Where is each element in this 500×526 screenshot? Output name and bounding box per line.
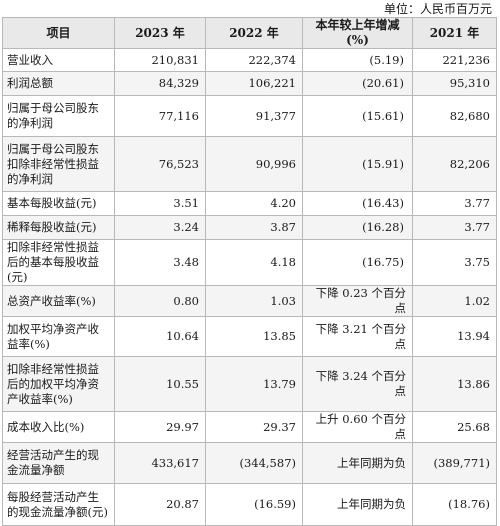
cell-2023: 76,523 <box>114 136 206 192</box>
cell-2023: 3.51 <box>114 191 206 216</box>
header-2021: 2021 年 <box>412 17 497 49</box>
cell-2022: 90,996 <box>205 136 303 192</box>
table-row: 营业收入 210,831 222,374 (5.19) 221,236 <box>2 48 497 72</box>
cell-2021: 221,236 <box>412 48 497 72</box>
cell-2022: 1.03 <box>205 285 303 317</box>
cell-2021: 25.68 <box>412 411 497 443</box>
table-row: 加权平均净资产收益率(%) 10.64 13.85 下降 3.21 个百分点 1… <box>2 316 497 357</box>
row-label: 基本每股收益(元) <box>2 191 115 216</box>
cell-2022: (344,587) <box>205 442 303 484</box>
cell-2021: (18.76) <box>412 483 497 526</box>
cell-2022: (16.59) <box>205 483 303 526</box>
table-row: 归属于母公司股东的净利润 77,116 91,377 (15.61) 82,68… <box>2 95 497 137</box>
cell-2023: 77,116 <box>114 95 206 137</box>
cell-2021: 82,680 <box>412 95 497 137</box>
cell-2021: 13.86 <box>412 356 497 412</box>
row-label: 扣除非经常性损益后的加权平均净资产收益率(%) <box>2 356 115 412</box>
cell-2021: 1.02 <box>412 285 497 317</box>
cell-2022: 3.87 <box>205 215 303 240</box>
cell-2023: 3.24 <box>114 215 206 240</box>
cell-2022: 13.85 <box>205 316 303 357</box>
cell-2023: 0.80 <box>114 285 206 317</box>
cell-change: 上年同期为负 <box>302 442 413 484</box>
cell-change: 下降 3.21 个百分点 <box>302 316 413 357</box>
header-row: 项目 2023 年 2022 年 本年较上年增减(%) 2021 年 <box>2 17 497 49</box>
row-label: 稀释每股收益(元) <box>2 215 115 240</box>
cell-2021: (389,771) <box>412 442 497 484</box>
cell-2021: 3.77 <box>412 191 497 216</box>
unit-label: 单位：人民币百万元 <box>383 2 492 16</box>
table-row: 成本收入比(%) 29.97 29.37 上升 0.60 个百分点 25.68 <box>2 411 497 443</box>
row-label: 总资产收益率(%) <box>2 285 115 317</box>
row-label: 经营活动产生的现金流量净额 <box>2 442 115 484</box>
row-label: 成本收入比(%) <box>2 411 115 443</box>
row-label: 每股经营活动产生的现金流量净额(元) <box>2 483 115 526</box>
row-label: 归属于母公司股东扣除非经常性损益的净利润 <box>2 136 115 192</box>
cell-change: 上年同期为负 <box>302 483 413 526</box>
header-change: 本年较上年增减(%) <box>302 17 413 49</box>
cell-2022: 106,221 <box>205 71 303 96</box>
header-2022: 2022 年 <box>205 17 303 49</box>
cell-2021: 95,310 <box>412 71 497 96</box>
cell-2023: 10.64 <box>114 316 206 357</box>
cell-2022: 91,377 <box>205 95 303 137</box>
cell-2023: 433,617 <box>114 442 206 484</box>
table-row: 每股经营活动产生的现金流量净额(元) 20.87 (16.59) 上年同期为负 … <box>2 483 497 526</box>
cell-2023: 84,329 <box>114 71 206 96</box>
row-label: 扣除非经常性损益后的基本每股收益(元) <box>2 239 115 286</box>
cell-2021: 3.75 <box>412 239 497 286</box>
cell-change: (5.19) <box>302 48 413 72</box>
row-label: 加权平均净资产收益率(%) <box>2 316 115 357</box>
cell-change: (16.43) <box>302 191 413 216</box>
header-2023: 2023 年 <box>114 17 206 49</box>
cell-2022: 4.20 <box>205 191 303 216</box>
cell-2023: 3.48 <box>114 239 206 286</box>
cell-2022: 29.37 <box>205 411 303 443</box>
cell-change: (15.91) <box>302 136 413 192</box>
cell-change: (16.28) <box>302 215 413 240</box>
table-row: 利润总额 84,329 106,221 (20.61) 95,310 <box>2 71 497 96</box>
cell-change: 下降 3.24 个百分点 <box>302 356 413 412</box>
table-row: 经营活动产生的现金流量净额 433,617 (344,587) 上年同期为负 (… <box>2 442 497 484</box>
cell-2021: 13.94 <box>412 316 497 357</box>
cell-2023: 210,831 <box>114 48 206 72</box>
row-label: 利润总额 <box>2 71 115 96</box>
cell-2023: 10.55 <box>114 356 206 412</box>
cell-change: (15.61) <box>302 95 413 137</box>
cell-2021: 3.77 <box>412 215 497 240</box>
table-row: 总资产收益率(%) 0.80 1.03 下降 0.23 个百分点 1.02 <box>2 285 497 317</box>
cell-2022: 4.18 <box>205 239 303 286</box>
table-row: 归属于母公司股东扣除非经常性损益的净利润 76,523 90,996 (15.9… <box>2 136 497 192</box>
financial-summary-table: 项目 2023 年 2022 年 本年较上年增减(%) 2021 年 营业收入 … <box>2 17 497 526</box>
table-row: 基本每股收益(元) 3.51 4.20 (16.43) 3.77 <box>2 191 497 216</box>
cell-change: 下降 0.23 个百分点 <box>302 285 413 317</box>
table-row: 稀释每股收益(元) 3.24 3.87 (16.28) 3.77 <box>2 215 497 240</box>
cell-2023: 29.97 <box>114 411 206 443</box>
table-row: 扣除非经常性损益后的加权平均净资产收益率(%) 10.55 13.79 下降 3… <box>2 356 497 412</box>
row-label: 营业收入 <box>2 48 115 72</box>
cell-change: (16.75) <box>302 239 413 286</box>
cell-change: 上升 0.60 个百分点 <box>302 411 413 443</box>
cell-2022: 222,374 <box>205 48 303 72</box>
cell-2022: 13.79 <box>205 356 303 412</box>
table-row: 扣除非经常性损益后的基本每股收益(元) 3.48 4.18 (16.75) 3.… <box>2 239 497 286</box>
cell-2021: 82,206 <box>412 136 497 192</box>
row-label: 归属于母公司股东的净利润 <box>2 95 115 137</box>
cell-2023: 20.87 <box>114 483 206 526</box>
header-item: 项目 <box>2 17 115 49</box>
cell-change: (20.61) <box>302 71 413 96</box>
